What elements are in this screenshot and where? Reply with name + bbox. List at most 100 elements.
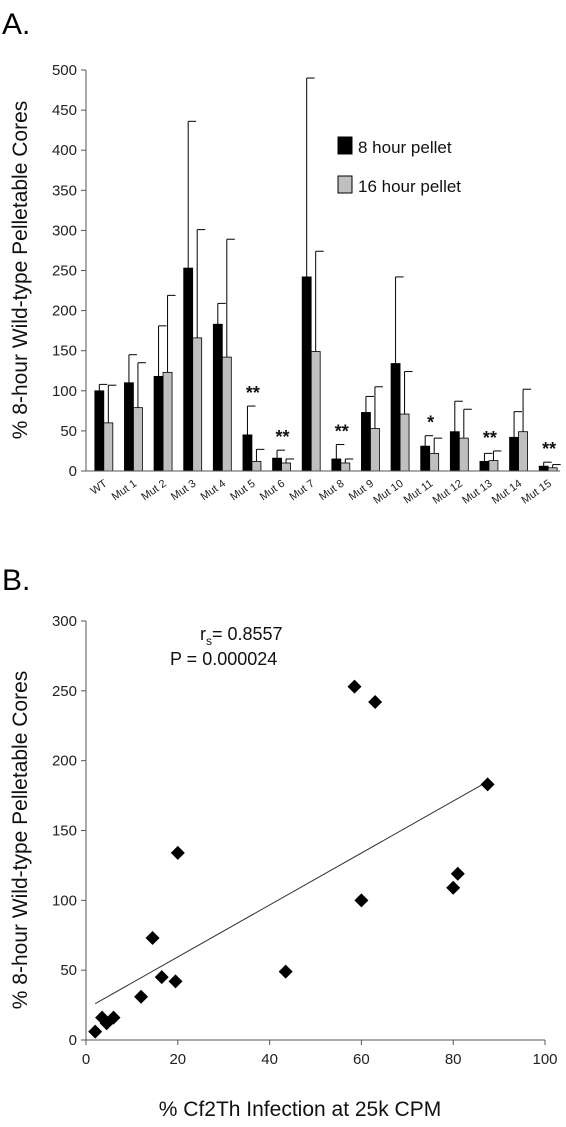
y-tick-label: 0 [69,1032,77,1049]
data-point [154,970,169,985]
category-label: Mut 7 [287,478,316,504]
bar [133,407,143,472]
category-label: Mut 15 [519,478,553,507]
data-point [145,931,160,946]
y-tick-label: 50 [60,423,77,440]
y-tick-label: 200 [52,753,77,770]
y-tick-label: 150 [52,823,77,840]
bar [281,462,291,472]
bar [103,422,114,472]
data-point [480,777,495,792]
y-tick-label: 0 [69,463,77,480]
data-point [347,679,362,694]
y-tick-label: 250 [52,263,77,280]
bar [251,460,262,472]
panel-b-y-ticks: 0 50 100 150 200 250 300 [52,613,86,1049]
x-tick-label: 0 [82,1051,90,1068]
data-point [278,964,293,979]
y-tick-label: 300 [52,222,77,239]
panel-a-category-labels: WT Mut 1 Mut 2 Mut 3 Mut 4 Mut 5 Mut 6 Mut 7 Mut… [89,477,554,506]
significance-mark: ** [483,428,497,448]
x-tick-label: 40 [261,1051,278,1068]
data-point [450,866,465,881]
panel-b-fit-line [94,781,488,1005]
x-tick-label: 60 [353,1051,370,1068]
bar [124,382,134,472]
panel-a-legend: 8 hour pellet 16 hour pellet [337,136,461,196]
data-point [368,695,383,710]
data-point [446,880,461,895]
panel-a-axes [85,70,560,472]
legend-label-16-hour: 16 hour pellet [358,177,461,196]
bar [509,436,519,472]
bar [183,267,194,472]
panel-a-y-ticks: 0 50 100 150 200 250 300 350 400 450 500 [52,62,86,480]
y-tick-label: 350 [52,182,77,199]
panel-b-points [88,679,495,1039]
bar [153,375,164,472]
data-point [168,974,183,989]
category-label: Mut 13 [460,478,494,507]
significance-mark: ** [335,422,349,442]
y-tick-label: 50 [60,962,77,979]
panel-b-stats: rs= 0.8557 P = 0.000024 [170,624,283,669]
data-point [170,845,185,860]
bar [488,460,499,472]
panel-b-x-axis-label: % Cf2Th Infection at 25k CPM [159,1098,441,1121]
y-tick-label: 100 [52,383,77,400]
y-tick-label: 450 [52,102,77,119]
bar [212,323,223,472]
bar [390,363,401,472]
y-tick-label: 250 [52,683,77,700]
x-tick-label: 80 [445,1051,462,1068]
y-tick-label: 500 [52,62,77,79]
category-label: Mut 12 [431,478,465,507]
x-tick-label: 20 [169,1051,186,1068]
bar [301,276,312,472]
legend-label-8-hour: 8 hour pellet [358,138,452,157]
p-value: P = 0.000024 [170,649,277,669]
y-tick-label: 200 [52,303,77,320]
bar [331,458,342,472]
rs-subscript: s [206,634,212,648]
y-tick-label: 100 [52,892,77,909]
bar [458,437,469,472]
bar [538,465,549,472]
y-tick-label: 300 [52,613,77,630]
category-label: Mut 10 [371,478,405,507]
bar [192,337,203,472]
category-label: Mut 2 [139,478,168,504]
x-tick-label: 100 [532,1051,557,1068]
category-label: WT [89,477,110,497]
panel-b-y-axis-label: % 8-hour Wild-type Pelletable Cores [9,671,32,1009]
category-label: Mut 1 [110,478,139,504]
significance-mark: ** [542,439,556,459]
bar [242,434,253,472]
bar [221,356,232,472]
panel-a-bars [94,77,561,472]
panel-b-axes [85,621,545,1041]
panel-a-significance-marks: **** ** ***** [246,383,556,459]
category-label: Mut 14 [490,478,524,507]
panel-b-scatter-chart: B. % 8-hour Wild-type Pelletable Cores %… [2,564,558,1121]
bar [370,428,380,472]
panel-a-y-axis-label: % 8-hour Wild-type Pelletable Cores [9,101,32,439]
regression-line [94,781,488,1005]
data-point [354,893,369,908]
category-label: Mut 6 [258,478,287,504]
data-point [88,1024,103,1039]
rs-label: r [200,624,206,644]
rs-value: = 0.8557 [212,624,283,644]
bar [340,462,351,472]
legend-swatch-8-hour [337,136,353,155]
bar [518,431,528,472]
significance-mark: ** [246,383,260,403]
bar [162,371,173,472]
category-label: Mut 9 [347,478,376,504]
y-tick-label: 400 [52,142,77,159]
bar [429,452,440,472]
legend-swatch-16-hour [337,175,353,194]
y-tick-label: 150 [52,343,77,360]
data-point [106,1010,121,1025]
